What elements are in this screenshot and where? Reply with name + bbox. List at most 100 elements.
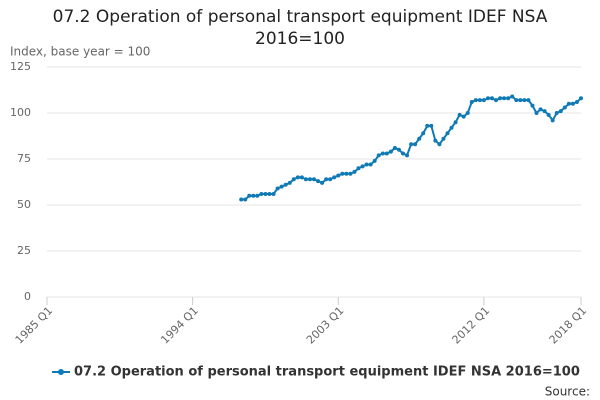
point (376, 153, 381, 158)
point (566, 101, 571, 106)
point (498, 96, 503, 101)
point (299, 175, 304, 180)
point (477, 98, 482, 103)
point (324, 177, 329, 182)
x-tick-label: 1985 Q1 (13, 304, 56, 347)
point (267, 191, 272, 196)
point (328, 177, 333, 182)
point (461, 114, 466, 119)
point (283, 182, 288, 187)
point (433, 138, 438, 143)
y-tick-label: 125 (10, 60, 31, 73)
point (550, 118, 555, 123)
x-tick-label: 2018 Q1 (547, 304, 590, 347)
point (271, 191, 276, 196)
point (429, 123, 434, 128)
point (522, 98, 527, 103)
point (360, 164, 365, 169)
legend-marker (58, 369, 64, 375)
point (251, 193, 256, 198)
legend-label: 07.2 Operation of personal transport equ… (74, 365, 580, 380)
point (336, 173, 341, 178)
point (405, 153, 410, 158)
point (316, 179, 321, 184)
point (494, 98, 499, 103)
point (332, 175, 337, 180)
point (303, 177, 308, 182)
point (312, 177, 316, 182)
point (570, 101, 575, 106)
point (263, 191, 268, 196)
point (348, 171, 353, 176)
point (530, 103, 535, 108)
point (502, 96, 507, 101)
point (542, 109, 547, 114)
point (526, 98, 531, 103)
point (295, 175, 300, 180)
point (538, 107, 543, 112)
point (574, 99, 579, 104)
point (441, 136, 446, 141)
point (307, 177, 312, 182)
source: Source: (545, 385, 590, 399)
point (279, 184, 284, 189)
point (579, 96, 583, 101)
point (364, 162, 369, 167)
point (259, 191, 264, 196)
y-tick-label: 25 (17, 244, 31, 257)
point (457, 112, 462, 117)
point (340, 171, 345, 176)
y-tick-label: 50 (17, 198, 31, 211)
point (514, 98, 519, 103)
point (445, 131, 450, 136)
point (275, 186, 280, 191)
point (481, 98, 486, 103)
point (465, 111, 470, 115)
point (518, 98, 523, 103)
point (473, 98, 478, 103)
point (546, 112, 551, 117)
point (344, 171, 349, 176)
point (413, 142, 418, 147)
point (437, 142, 442, 147)
y-tick-label: 0 (24, 290, 31, 303)
point (401, 151, 405, 156)
point (291, 177, 296, 182)
point (421, 131, 426, 136)
point (469, 99, 474, 104)
point (255, 193, 260, 198)
point (243, 197, 248, 202)
point (510, 94, 515, 99)
point (485, 96, 490, 101)
point (392, 145, 397, 150)
y-tick-label: 100 (10, 106, 31, 119)
point (490, 96, 494, 101)
point (417, 136, 422, 141)
point (425, 123, 430, 128)
point (356, 166, 361, 171)
point (449, 125, 454, 130)
point (247, 193, 252, 198)
point (453, 120, 458, 125)
point (534, 111, 539, 115)
point (368, 162, 373, 167)
point (506, 96, 511, 101)
point (558, 109, 563, 114)
point (287, 180, 292, 185)
point (409, 142, 414, 147)
point (380, 151, 385, 156)
point (384, 151, 389, 156)
point (372, 158, 377, 163)
x-tick-label: 2003 Q1 (304, 304, 347, 347)
y-axis-label: Index, base year = 100 (10, 45, 150, 59)
point (554, 111, 559, 115)
chart-title: 07.2 Operation of personal transport equ… (52, 7, 548, 49)
y-tick-label: 75 (17, 152, 31, 165)
x-tick-label: 1994 Q1 (158, 304, 201, 347)
point (320, 180, 325, 185)
x-tick-label: 2012 Q1 (450, 304, 493, 347)
point (388, 149, 393, 154)
point (396, 147, 401, 152)
series-line (241, 95, 582, 201)
